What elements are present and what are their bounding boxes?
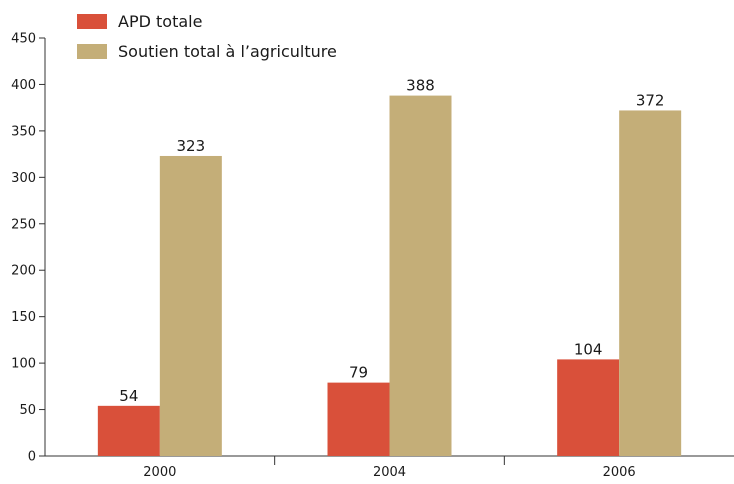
bar-soutien-agriculture [159,155,222,457]
data-label: 372 [636,91,665,109]
data-labels: 54 323 79 388 104 372 [119,77,664,405]
data-label: 104 [574,340,603,358]
bar-soutien-agriculture [389,95,452,456]
legend-swatch [77,44,107,59]
y-tick-label: 400 [11,78,36,93]
x-tick-label: 2000 [143,465,176,480]
data-label: 388 [406,77,435,95]
y-tick-label: 350 [11,124,36,139]
y-tick-label: 100 [11,357,36,372]
bar-apd-totale [97,405,160,456]
axes: 0 50 100 150 200 250 300 350 400 450 2000 2004 2006 [11,32,734,480]
y-tick-label: 150 [11,310,36,325]
bars [97,95,682,457]
bar-soutien-agriculture [619,110,682,456]
y-tick-label: 50 [19,403,36,418]
legend: APD totale Soutien total à l’agriculture [77,12,337,61]
y-tick-label: 200 [11,264,36,279]
bar-apd-totale [327,382,390,456]
y-tick-label: 250 [11,217,36,232]
data-label: 323 [177,137,206,155]
legend-label: APD totale [118,12,202,31]
data-label: 79 [349,364,368,382]
legend-label: Soutien total à l’agriculture [118,42,337,61]
y-tick-label: 450 [11,32,36,47]
y-tick-label: 0 [28,450,36,465]
data-label: 54 [119,387,138,405]
bar-apd-totale [557,359,620,456]
x-tick-label: 2006 [603,465,636,480]
y-tick-label: 300 [11,171,36,186]
x-tick-label: 2004 [373,465,406,480]
legend-swatch [77,14,107,29]
